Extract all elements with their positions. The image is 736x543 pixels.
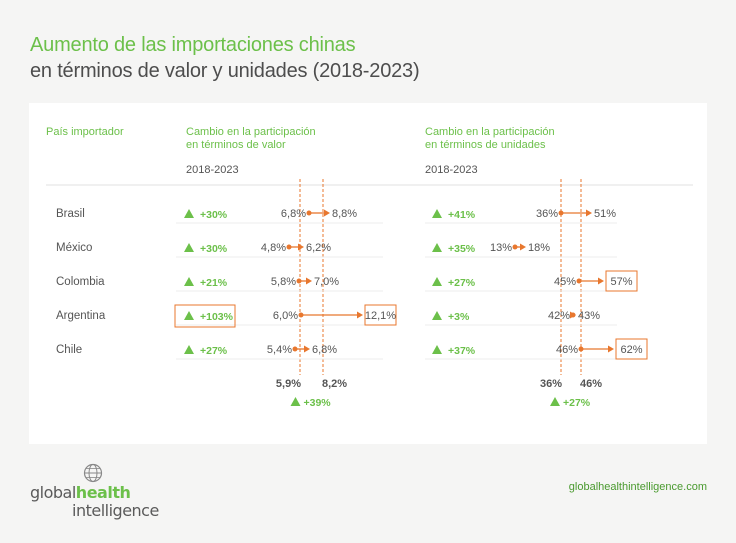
row-1-value-label-2023: 6,2% bbox=[306, 242, 331, 254]
row-3-value-start-point bbox=[298, 312, 304, 318]
col-units-total-change: +27% bbox=[563, 397, 591, 409]
col-value-header-line1: Cambio en la participación bbox=[186, 126, 316, 138]
website-link[interactable]: globalhealthintelligence.com bbox=[568, 481, 707, 493]
logo-part2: health bbox=[75, 483, 131, 502]
logo: globalhealth intelligence bbox=[30, 463, 190, 523]
row-2-units-label-2023-box bbox=[605, 270, 638, 292]
row-2-value-up-icon bbox=[184, 277, 194, 286]
row-4-units-start-point bbox=[578, 346, 584, 352]
row-1-value-label-2018: 4,8% bbox=[261, 242, 286, 254]
row-4-units-label-2023-box bbox=[615, 338, 648, 360]
row-2-country: Colombia bbox=[56, 276, 105, 288]
row-4-value-change: +27% bbox=[200, 345, 228, 357]
row-2-value-change: +21% bbox=[200, 277, 228, 289]
row-0-units-label-2023: 51% bbox=[594, 208, 616, 220]
row-3-value-arrowhead bbox=[357, 311, 363, 319]
col-units-header-line1: Cambio en la participación bbox=[425, 126, 555, 138]
col-value-period: 2018-2023 bbox=[186, 164, 239, 176]
row-4-units-change: +37% bbox=[448, 345, 476, 357]
row-2-value-label-2018: 5,8% bbox=[271, 276, 296, 288]
row-0-units-start-point bbox=[558, 210, 564, 216]
col-value-header-line2: en términos de valor bbox=[186, 139, 286, 151]
row-4-country: Chile bbox=[56, 344, 82, 356]
row-2-units-label-2023: 57% bbox=[610, 276, 632, 288]
row-3-units-change: +3% bbox=[448, 311, 470, 323]
row-3-country: Argentina bbox=[56, 310, 106, 322]
row-1-value-arrowhead bbox=[298, 243, 304, 251]
row-1-country: México bbox=[56, 242, 92, 254]
row-0-value-start-point bbox=[306, 210, 312, 216]
row-3-value-change-box bbox=[174, 304, 236, 328]
col-value-ref-2023-label: 8,2% bbox=[322, 378, 347, 390]
row-2-value-arrowhead bbox=[306, 277, 312, 285]
row-0-units-label-2018: 36% bbox=[536, 208, 558, 220]
row-3-value-label-2023-box bbox=[364, 304, 397, 326]
col-value-ref-2018-label: 5,9% bbox=[276, 378, 301, 390]
row-0-value-label-2018: 6,8% bbox=[281, 208, 306, 220]
col-units-ref-2018-label: 36% bbox=[540, 378, 562, 390]
row-1-units-up-icon bbox=[432, 243, 442, 252]
row-1-value-start-point bbox=[286, 244, 292, 250]
row-1-units-label-2023: 18% bbox=[528, 242, 550, 254]
row-1-units-label-2018: 13% bbox=[490, 242, 512, 254]
row-4-value-start-point bbox=[292, 346, 298, 352]
row-3-value-up-icon bbox=[184, 311, 194, 320]
row-3-units-label-2018: 42% bbox=[548, 310, 570, 322]
row-3-value-change: +103% bbox=[200, 311, 234, 323]
row-3-units-label-2023: 43% bbox=[578, 310, 600, 322]
col-units-period: 2018-2023 bbox=[425, 164, 478, 176]
row-4-units-up-icon bbox=[432, 345, 442, 354]
row-2-value-start-point bbox=[296, 278, 302, 284]
row-4-value-label-2023: 6,8% bbox=[312, 344, 337, 356]
col-units-ref-2023-label: 46% bbox=[580, 378, 602, 390]
row-0-units-change: +41% bbox=[448, 209, 476, 221]
row-4-value-up-icon bbox=[184, 345, 194, 354]
row-1-value-up-icon bbox=[184, 243, 194, 252]
row-4-value-label-2018: 5,4% bbox=[267, 344, 292, 356]
dumbbell-table-chart: País importador Cambio en la participació… bbox=[46, 126, 693, 409]
row-1-value-change: +30% bbox=[200, 243, 228, 255]
col-value-total-change: +39% bbox=[304, 397, 332, 409]
row-3-value-label-2018: 6,0% bbox=[273, 310, 298, 322]
row-2-units-up-icon bbox=[432, 277, 442, 286]
row-3-value-label-2023: 12,1% bbox=[365, 310, 396, 322]
row-0-units-arrowhead bbox=[586, 209, 592, 217]
chart-panel: País importador Cambio en la participació… bbox=[29, 103, 707, 444]
row-1-units-arrowhead bbox=[520, 243, 526, 251]
row-0-value-up-icon bbox=[184, 209, 194, 218]
row-0-value-change: +30% bbox=[200, 209, 228, 221]
chart-title-line1: Aumento de las importaciones chinas bbox=[30, 34, 356, 56]
row-2-units-start-point bbox=[576, 278, 582, 284]
row-4-units-label-2018: 46% bbox=[556, 344, 578, 356]
col-units-total-up-icon bbox=[550, 397, 560, 406]
row-3-units-up-icon bbox=[432, 311, 442, 320]
logo-part1: global bbox=[30, 483, 76, 502]
logo-part3: intelligence bbox=[72, 501, 159, 520]
row-1-units-start-point bbox=[512, 244, 518, 250]
row-0-value-label-2023: 8,8% bbox=[332, 208, 357, 220]
row-4-units-label-2023: 62% bbox=[620, 344, 642, 356]
logo-wordmark: globalhealth bbox=[30, 483, 131, 502]
row-3-units-start-point bbox=[570, 312, 576, 318]
row-1-units-change: +35% bbox=[448, 243, 476, 255]
col-units-header-line2: en términos de unidades bbox=[425, 139, 546, 151]
globe-icon bbox=[83, 463, 103, 483]
row-0-country: Brasil bbox=[56, 208, 85, 220]
row-2-units-change: +27% bbox=[448, 277, 476, 289]
row-2-units-label-2018: 45% bbox=[554, 276, 576, 288]
row-4-value-arrowhead bbox=[304, 345, 310, 353]
chart-title-line2: en términos de valor y unidades (2018-20… bbox=[30, 60, 420, 82]
country-header: País importador bbox=[46, 126, 124, 138]
col-value-total-up-icon bbox=[290, 397, 301, 406]
row-4-units-arrowhead bbox=[608, 345, 614, 353]
row-0-units-up-icon bbox=[432, 209, 442, 218]
row-2-value-label-2023: 7,0% bbox=[314, 276, 339, 288]
row-0-value-arrowhead bbox=[324, 209, 330, 217]
row-2-units-arrowhead bbox=[598, 277, 604, 285]
